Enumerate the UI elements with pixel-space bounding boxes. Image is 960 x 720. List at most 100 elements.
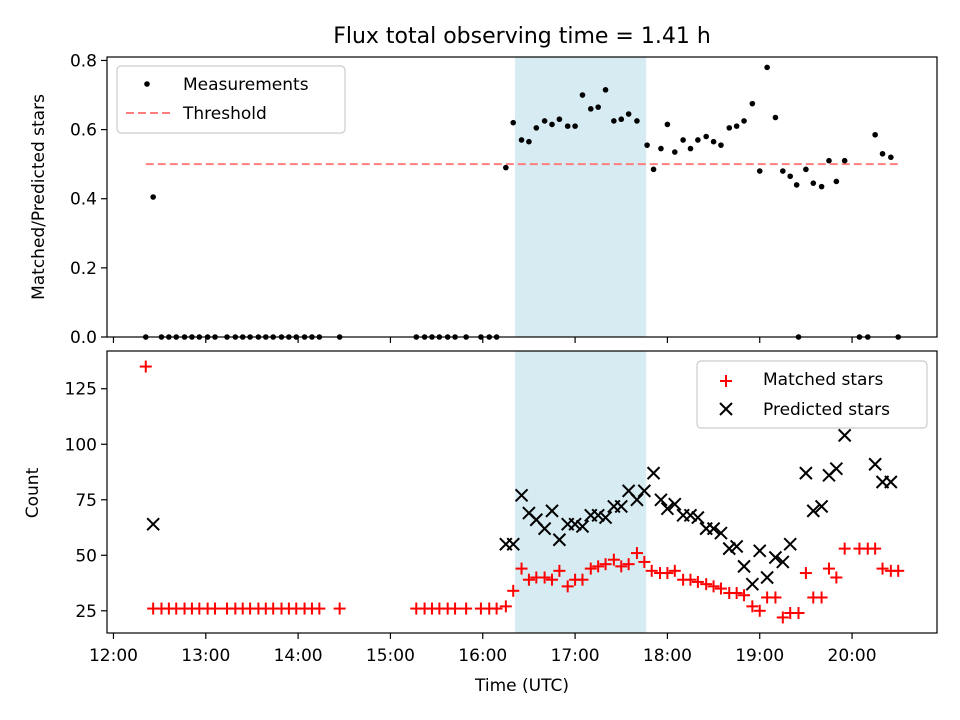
predicted-stars-point bbox=[737, 559, 751, 574]
predicted-stars-point bbox=[814, 499, 829, 514]
predicted-stars-point bbox=[537, 521, 552, 536]
predicted-stars-point bbox=[506, 537, 520, 551]
measurements-point bbox=[611, 118, 617, 124]
matched-stars-legend-label: Matched stars bbox=[763, 370, 883, 390]
predicted-stars-legend-marker bbox=[719, 402, 733, 416]
matched-stars-point bbox=[630, 547, 643, 560]
predicted-stars-point bbox=[868, 457, 882, 471]
measurements-point bbox=[888, 154, 894, 161]
predicted-stars-point bbox=[776, 555, 790, 569]
matched-stars-point bbox=[499, 600, 512, 613]
matched-stars-point bbox=[769, 591, 782, 604]
measurements-point bbox=[803, 166, 809, 173]
matched-stars-point bbox=[576, 573, 589, 586]
matched-stars-point bbox=[645, 564, 658, 577]
measurements-point bbox=[793, 182, 800, 188]
predicted-stars-point bbox=[829, 461, 844, 476]
predicted-stars-point bbox=[545, 504, 559, 518]
matched-stars-point bbox=[799, 567, 812, 580]
measurements-point bbox=[625, 111, 632, 117]
matched-stars-point bbox=[522, 573, 535, 586]
measurements-point bbox=[634, 118, 640, 124]
bottom-legend: Matched stars Predicted stars bbox=[696, 360, 928, 429]
matched-stars-point bbox=[599, 558, 612, 571]
matched-stars-point bbox=[661, 567, 674, 580]
bottom-shaded-span bbox=[515, 351, 647, 633]
measurements-point bbox=[602, 87, 609, 93]
matched-stars-point bbox=[449, 602, 462, 615]
predicted-stars-point bbox=[706, 521, 721, 536]
matched-stars-legend-marker bbox=[720, 375, 732, 387]
matched-stars-point bbox=[714, 582, 727, 595]
predicted-stars-point bbox=[837, 428, 852, 443]
measurements-point bbox=[579, 92, 586, 98]
matched-stars-point bbox=[209, 602, 222, 615]
predicted-stars-point bbox=[745, 577, 760, 591]
measurements-point bbox=[772, 114, 779, 121]
measurements-point bbox=[710, 138, 717, 145]
measurements-point bbox=[741, 118, 747, 124]
x-tick-label: 15:00 bbox=[366, 646, 415, 666]
measurements-point bbox=[764, 64, 770, 71]
measurements-legend-marker bbox=[144, 81, 150, 87]
measurements-point bbox=[564, 123, 571, 129]
matched-stars-point bbox=[507, 584, 520, 597]
measurements-point bbox=[687, 145, 694, 152]
matched-stars-point bbox=[615, 560, 628, 573]
measurements-point bbox=[510, 119, 517, 126]
matched-stars-point bbox=[707, 580, 720, 593]
matched-stars-point bbox=[490, 602, 503, 615]
matched-stars-point bbox=[638, 555, 651, 568]
predicted-stars-point bbox=[637, 484, 652, 498]
measurements-point bbox=[780, 168, 786, 174]
y-tick-label: 100 bbox=[65, 435, 97, 455]
top-plot-frame bbox=[106, 56, 938, 338]
x-tick-label: 16:00 bbox=[458, 646, 507, 666]
bottom-x-ticks: 12:00 13:00 14:00 15:00 16:00 17:00 18:00 19:00… bbox=[89, 633, 877, 666]
matched-stars-point bbox=[313, 602, 326, 615]
measurements-point bbox=[826, 157, 832, 164]
measurements-point bbox=[150, 194, 156, 200]
measurements-point bbox=[726, 125, 733, 131]
matched-stars-point bbox=[753, 604, 766, 617]
matched-stars-point bbox=[592, 560, 605, 573]
predicted-stars-point bbox=[729, 539, 744, 554]
measurements-point bbox=[872, 131, 878, 138]
measurements-point bbox=[587, 106, 594, 112]
top-plot-marks bbox=[142, 64, 902, 340]
x-axis-label: Time (UTC) bbox=[474, 676, 569, 696]
predicted-stars-point bbox=[714, 526, 728, 540]
x-tick-label: 18:00 bbox=[643, 646, 692, 666]
top-y-axis-label: Matched/Predicted stars bbox=[29, 94, 49, 300]
top-y-ticks: 0.0 0.2 0.4 0.6 0.8 bbox=[70, 51, 107, 348]
measurements-point bbox=[664, 121, 671, 128]
predicted-stars-point bbox=[753, 544, 767, 558]
bottom-y-axis-label: Count bbox=[23, 467, 43, 518]
predicted-stars-point bbox=[575, 519, 590, 534]
predicted-stars-point bbox=[783, 537, 797, 551]
measurements-point bbox=[695, 137, 701, 143]
predicted-stars-point bbox=[514, 488, 529, 503]
measurements-point bbox=[680, 137, 686, 143]
matched-stars-point bbox=[584, 562, 597, 575]
matched-stars-point bbox=[869, 542, 882, 555]
measurements-point bbox=[671, 149, 678, 155]
measurements-point bbox=[518, 137, 525, 143]
matched-stars-point bbox=[815, 591, 828, 604]
measurements-point bbox=[618, 116, 625, 123]
y-tick-label: 0.8 bbox=[70, 51, 97, 71]
measurements-point bbox=[658, 145, 664, 152]
measurements-point bbox=[650, 166, 657, 173]
y-tick-label: 50 bbox=[75, 546, 97, 566]
measurements-point bbox=[810, 180, 817, 186]
top-legend: Measurements Threshold bbox=[116, 65, 346, 134]
predicted-stars-point bbox=[598, 510, 613, 525]
predicted-stars-point bbox=[660, 501, 675, 516]
predicted-stars-point bbox=[799, 466, 813, 480]
predicted-stars-point bbox=[630, 493, 644, 507]
threshold-legend-label: Threshold bbox=[182, 104, 267, 124]
y-tick-label: 0.2 bbox=[70, 259, 97, 279]
measurements-point bbox=[503, 164, 509, 171]
bottom-plot: 25 50 75 100 125 12:00 13:00 14:00 15:00 16:00 17… bbox=[23, 350, 938, 696]
